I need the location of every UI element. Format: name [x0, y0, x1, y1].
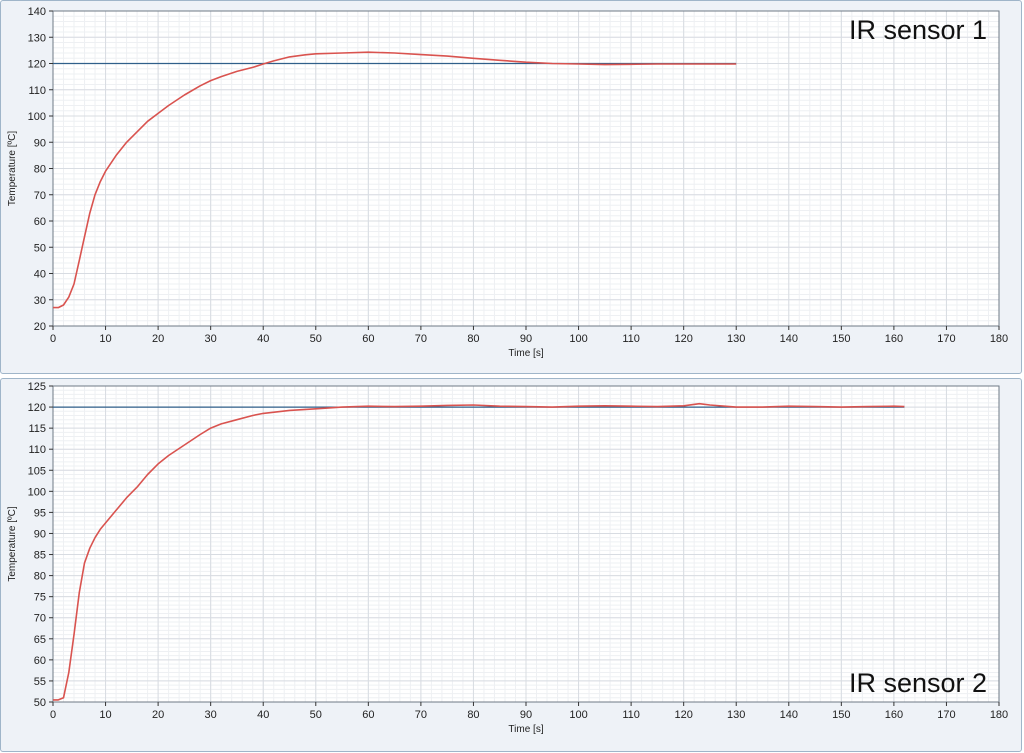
y-tick-label: 30	[34, 295, 46, 307]
chart-title: IR sensor 1	[849, 15, 987, 45]
y-tick-label: 120	[28, 59, 46, 71]
y-axis: 20 30 40 50 60 70 80 90 100 110 120 130 140	[28, 6, 53, 333]
x-tick-label: 20	[152, 709, 164, 721]
y-axis-title: Temperature [ºC]	[7, 506, 18, 582]
y-tick-label: 120	[28, 402, 46, 414]
chart-panel-2: 0 10 20 30 40 50 60 70 80 90 100 110 120 130 140 150 160…	[0, 378, 1022, 752]
y-axis: 50 55 60 65 70 75 80 85 90 95 100 105 110 115 120 125	[28, 381, 53, 709]
x-tick-label: 50	[310, 333, 322, 345]
y-tick-label: 140	[28, 6, 46, 18]
x-tick-label: 170	[937, 333, 955, 345]
x-tick-label: 20	[152, 333, 164, 345]
y-tick-label: 50	[34, 697, 46, 709]
x-tick-label: 110	[622, 709, 640, 721]
y-tick-label: 100	[28, 111, 46, 123]
x-tick-label: 40	[257, 709, 269, 721]
x-tick-label: 130	[727, 333, 745, 345]
y-tick-label: 75	[34, 592, 46, 604]
x-tick-label: 120	[674, 709, 692, 721]
y-tick-label: 90	[34, 528, 46, 540]
x-tick-label: 30	[205, 709, 217, 721]
chart-2-svg: 0 10 20 30 40 50 60 70 80 90 100 110 120 130 140 150 160…	[7, 381, 1008, 735]
y-tick-label: 70	[34, 190, 46, 202]
y-tick-label: 80	[34, 164, 46, 176]
x-tick-label: 70	[415, 709, 427, 721]
y-axis-title: Temperature [ºC]	[7, 131, 18, 207]
y-tick-label: 90	[34, 137, 46, 149]
y-tick-label: 40	[34, 269, 46, 281]
chart-1-svg: 0 10 20 30 40 50 60 70 80 90 100 110 120 130 140 150 160…	[7, 6, 1008, 359]
y-tick-label: 125	[28, 381, 46, 393]
x-tick-label: 90	[520, 709, 532, 721]
y-tick-label: 100	[28, 486, 46, 498]
x-tick-label: 0	[50, 333, 56, 345]
x-axis-title: Time [s]	[508, 348, 543, 359]
y-tick-label: 70	[34, 613, 46, 625]
y-tick-label: 105	[28, 465, 46, 477]
x-tick-label: 160	[885, 709, 903, 721]
x-tick-label: 120	[674, 333, 692, 345]
x-axis: 0 10 20 30 40 50 60 70 80 90 100 110 120 130 140 150 160…	[50, 702, 1008, 721]
x-tick-label: 30	[205, 333, 217, 345]
x-tick-label: 10	[99, 709, 111, 721]
x-tick-label: 180	[990, 709, 1008, 721]
y-tick-label: 60	[34, 655, 46, 667]
x-tick-label: 180	[990, 333, 1008, 345]
y-tick-label: 80	[34, 571, 46, 583]
x-tick-label: 140	[780, 709, 798, 721]
series-temperature-line	[53, 51, 737, 309]
x-tick-label: 60	[362, 333, 374, 345]
x-tick-label: 10	[99, 333, 111, 345]
x-tick-label: 40	[257, 333, 269, 345]
x-tick-label: 140	[780, 333, 798, 345]
x-tick-label: 0	[50, 709, 56, 721]
x-tick-label: 150	[832, 333, 850, 345]
x-tick-label: 130	[727, 709, 745, 721]
y-tick-label: 110	[28, 85, 46, 97]
x-tick-label: 80	[467, 709, 479, 721]
x-tick-label: 60	[362, 709, 374, 721]
x-tick-label: 80	[467, 333, 479, 345]
x-tick-label: 100	[569, 709, 587, 721]
y-tick-label: 60	[34, 216, 46, 228]
x-tick-label: 110	[622, 333, 640, 345]
x-tick-label: 70	[415, 333, 427, 345]
x-axis: 0 10 20 30 40 50 60 70 80 90 100 110 120 130 140 150 160…	[50, 326, 1008, 345]
y-tick-label: 85	[34, 550, 46, 562]
x-tick-label: 90	[520, 333, 532, 345]
y-tick-label: 50	[34, 242, 46, 254]
x-tick-label: 170	[937, 709, 955, 721]
y-tick-label: 55	[34, 676, 46, 688]
y-tick-label: 115	[28, 423, 46, 435]
y-tick-label: 20	[34, 321, 46, 333]
y-tick-label: 110	[28, 444, 46, 456]
x-tick-label: 160	[885, 333, 903, 345]
x-tick-label: 100	[569, 333, 587, 345]
chart-title: IR sensor 2	[849, 668, 987, 698]
chart-panel-1: 0 10 20 30 40 50 60 70 80 90 100 110 120 130 140 150 160…	[0, 0, 1022, 374]
x-axis-title: Time [s]	[508, 724, 543, 735]
series-temperature-line	[53, 402, 905, 701]
y-tick-label: 130	[28, 32, 46, 44]
x-tick-label: 150	[832, 709, 850, 721]
x-tick-label: 50	[310, 709, 322, 721]
y-tick-label: 95	[34, 507, 46, 519]
y-tick-label: 65	[34, 634, 46, 646]
